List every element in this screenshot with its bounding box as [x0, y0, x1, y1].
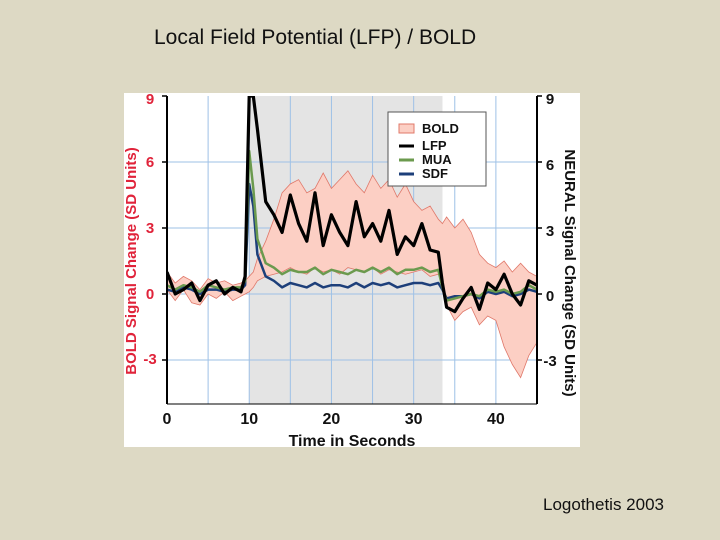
legend: BOLD LFP MUA SDF [387, 111, 487, 187]
legend-label-lfp: LFP [422, 138, 447, 153]
y-tick-right-6: 6 [546, 157, 554, 174]
series-bold-band [167, 170, 537, 379]
chart-svg: 0 10 20 30 40 BOLD LFP MUA SDF Time in Secon… [123, 91, 580, 450]
legend-swatch-bold [398, 123, 415, 134]
y-tick-left-3: 3 [146, 220, 154, 237]
y-tick-left-0: 0 [146, 286, 154, 303]
y-tick-right-0: 0 [546, 288, 554, 305]
y-tick-left-6: 6 [146, 154, 154, 171]
y-tick-left-neg3: -3 [143, 351, 156, 368]
legend-label-sdf: SDF [422, 166, 448, 181]
x-axis-title: Time in Seconds [289, 433, 416, 447]
x-tick-label-10: 10 [240, 411, 258, 428]
chart-figure: 0 10 20 30 40 BOLD LFP MUA SDF Time in Secon… [123, 91, 580, 450]
x-tick-label-20: 20 [323, 411, 341, 428]
y-tick-right-neg3: -3 [543, 353, 556, 370]
y-axis-title-right: NEURAL Signal Change (SD Units) [561, 149, 578, 396]
x-tick-label-40: 40 [487, 411, 505, 428]
legend-label-mua: MUA [422, 152, 452, 167]
y-tick-right-9: 9 [546, 93, 554, 108]
y-axis-title-left: BOLD Signal Change (SD Units) [124, 147, 140, 375]
citation-credit: Logothetis 2003 [543, 495, 664, 514]
x-tick-label-0: 0 [163, 411, 172, 428]
slide-title: Local Field Potential (LFP) / BOLD [154, 26, 477, 49]
y-tick-right-3: 3 [546, 223, 554, 240]
y-tick-left-9: 9 [146, 93, 154, 108]
series-lfp-line [167, 96, 537, 314]
legend-label-bold: BOLD [422, 121, 459, 136]
x-tick-label-30: 30 [405, 411, 423, 428]
